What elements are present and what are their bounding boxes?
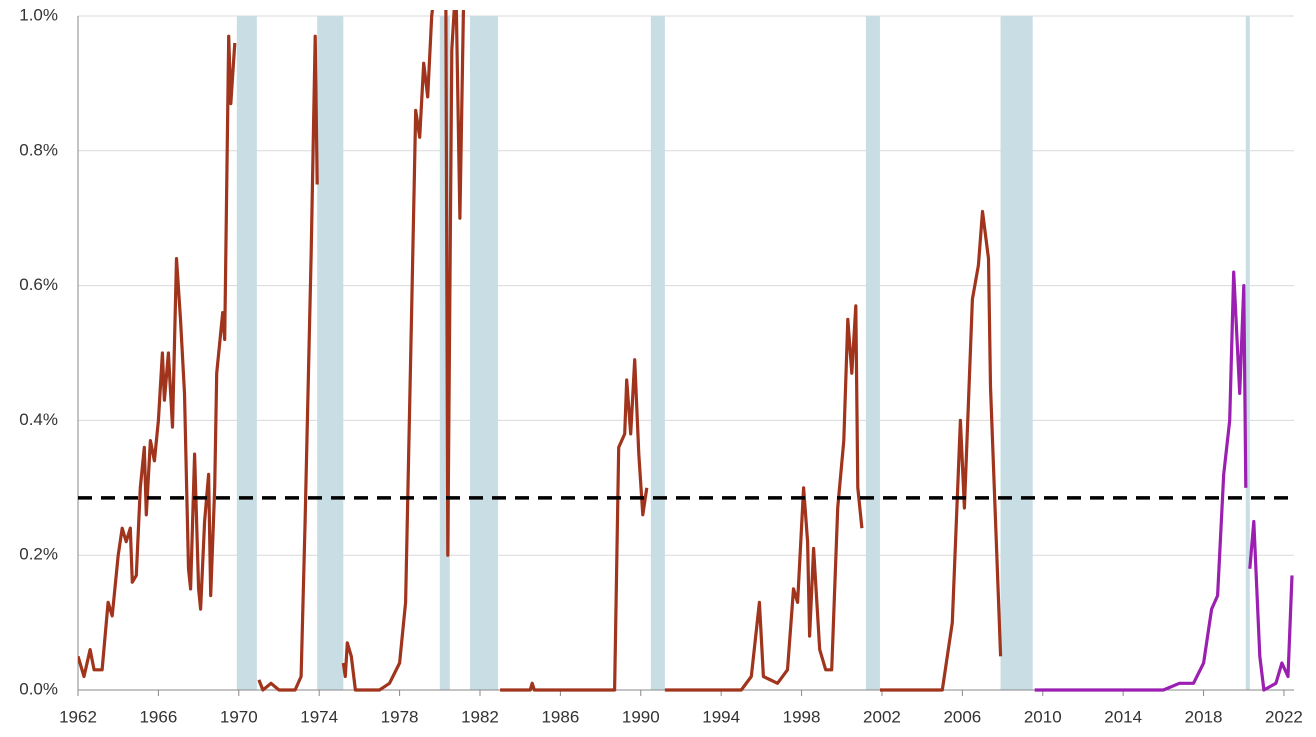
x-tick-label: 1982	[461, 707, 499, 726]
y-tick-label: 0.6%	[19, 275, 58, 294]
y-tick-label: 0.4%	[19, 410, 58, 429]
recession-band	[469, 16, 499, 690]
recession-band	[650, 16, 665, 690]
y-tick-label: 1.0%	[19, 5, 58, 24]
x-tick-label: 1990	[622, 707, 660, 726]
recession-band	[865, 16, 880, 690]
recession-band	[1000, 16, 1033, 690]
x-tick-label: 2018	[1185, 707, 1223, 726]
x-tick-label: 2010	[1024, 707, 1062, 726]
x-tick-label: 1970	[220, 707, 258, 726]
x-tick-label: 1998	[783, 707, 821, 726]
x-tick-label: 1974	[300, 707, 338, 726]
x-tick-label: 1966	[139, 707, 177, 726]
x-tick-label: 1986	[541, 707, 579, 726]
y-tick-label: 0.0%	[19, 679, 58, 698]
y-tick-label: 0.2%	[19, 545, 58, 564]
recession-band	[236, 16, 257, 690]
x-tick-label: 2014	[1104, 707, 1142, 726]
x-tick-label: 1994	[702, 707, 740, 726]
x-tick-label: 1962	[59, 707, 97, 726]
recession-band	[317, 16, 344, 690]
series-line	[78, 10, 1003, 692]
recession-band	[439, 16, 450, 690]
x-tick-label: 2002	[863, 707, 901, 726]
x-tick-label: 2006	[943, 707, 981, 726]
x-tick-label: 1978	[381, 707, 419, 726]
y-tick-label: 0.8%	[19, 140, 58, 159]
recession-band	[1245, 16, 1250, 690]
plot-area	[78, 10, 1294, 692]
series-line	[1034, 270, 1294, 692]
x-tick-label: 2022	[1265, 707, 1303, 726]
